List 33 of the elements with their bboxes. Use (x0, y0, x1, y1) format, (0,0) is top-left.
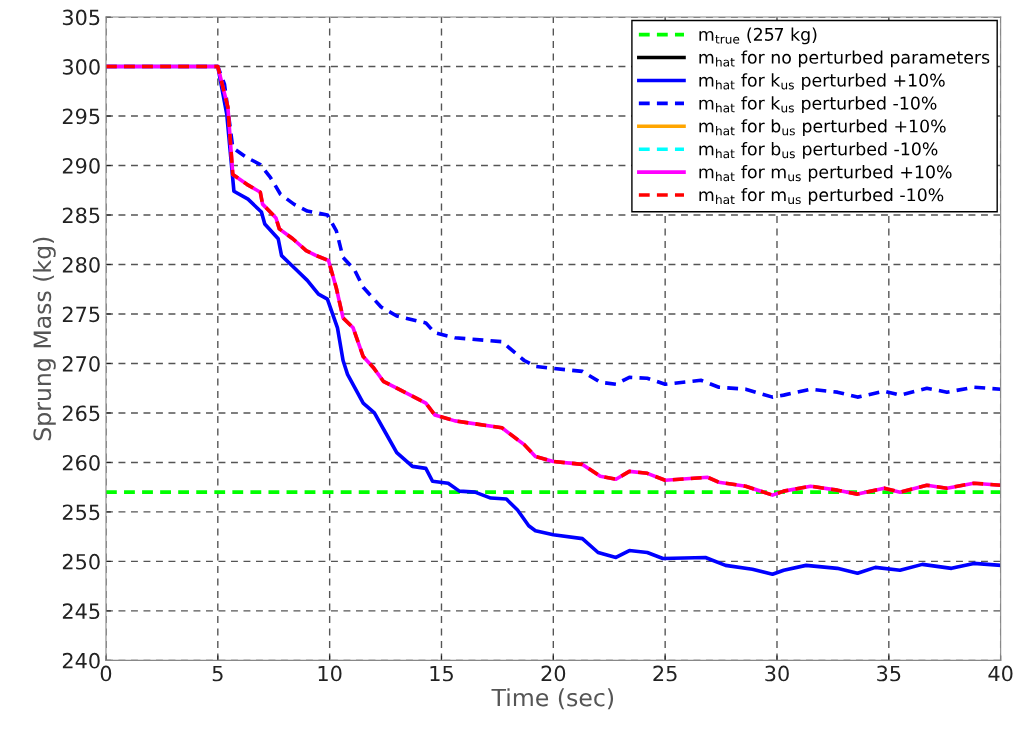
x-tick-label: 40 (988, 665, 1013, 682)
x-tick-label: 20 (541, 665, 566, 682)
legend-label: m$_{hat}$ for m$_{us}$ perturbed -10% (699, 187, 944, 205)
y-tick-label: 300 (62, 59, 100, 75)
y-tick-label: 290 (62, 157, 100, 174)
x-tick-label: 35 (877, 665, 901, 682)
y-tick-label: 275 (62, 306, 100, 323)
x-axis-title: Time (sec) (491, 688, 614, 710)
legend-label: m$_{hat}$ for k$_{us}$ perturbed +10% (699, 73, 945, 91)
y-tick-label: 260 (62, 454, 100, 471)
x-tick-label: 0 (100, 665, 112, 682)
x-tick-label: 30 (765, 665, 789, 682)
y-tick-label: 265 (62, 405, 100, 422)
y-tick-label: 250 (62, 553, 100, 570)
y-tick-label: 295 (62, 108, 100, 125)
legend-label: m$_{hat}$ for m$_{us}$ perturbed +10% (699, 164, 952, 182)
y-tick-label: 245 (62, 603, 100, 620)
x-tick-label: 25 (653, 665, 677, 682)
legend-label: m$_{true}$ (257 kg) (699, 27, 817, 45)
legend-label: m$_{hat}$ for no perturbed parameters (699, 50, 990, 68)
y-tick-label: 280 (62, 256, 100, 273)
x-tick-label: 10 (318, 665, 342, 682)
x-tick-label: 15 (430, 665, 453, 682)
y-axis-title: Sprung Mass (kg) (32, 237, 56, 441)
legend-label: m$_{hat}$ for b$_{us}$ perturbed +10% (699, 119, 946, 136)
legend-label: m$_{hat}$ for k$_{us}$ perturbed -10% (699, 96, 937, 114)
y-tick-label: 240 (62, 652, 100, 669)
y-tick-label: 305 (62, 9, 100, 26)
legend-label: m$_{hat}$ for b$_{us}$ perturbed -10% (699, 142, 938, 159)
y-tick-label: 285 (62, 207, 100, 224)
x-tick-label: 5 (212, 665, 223, 682)
y-tick-label: 255 (62, 504, 100, 521)
y-tick-label: 270 (62, 355, 100, 372)
